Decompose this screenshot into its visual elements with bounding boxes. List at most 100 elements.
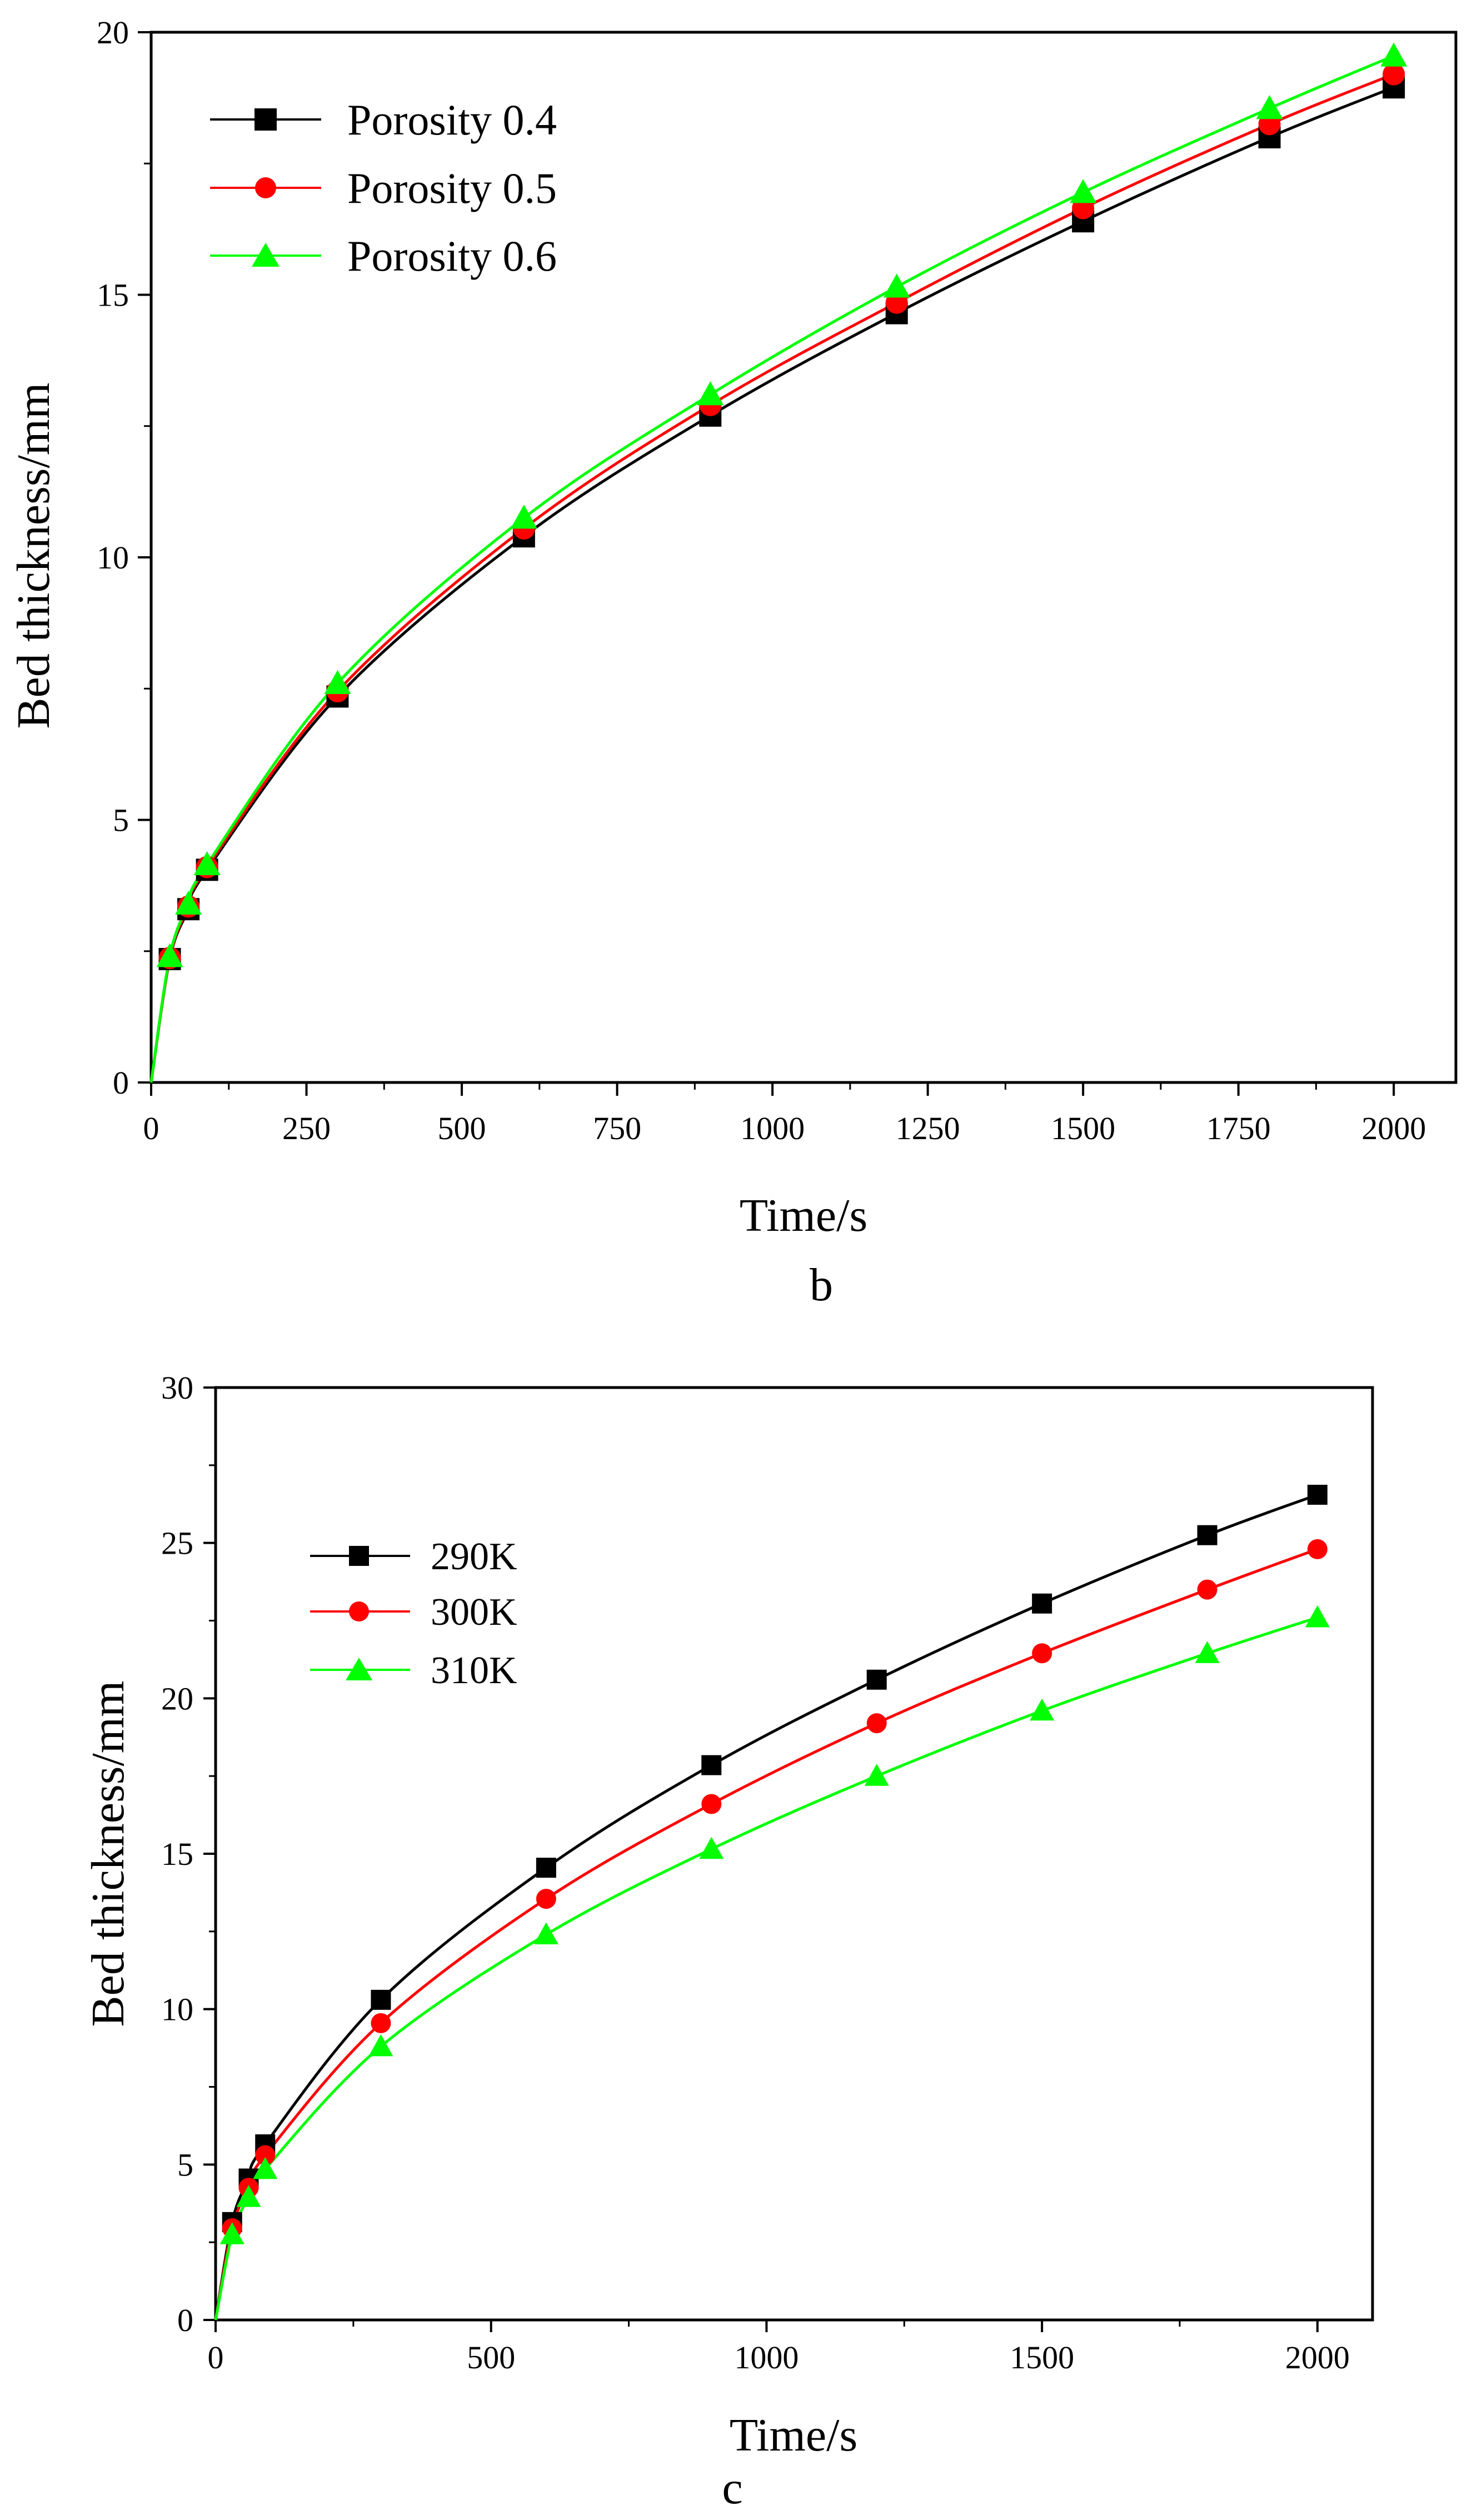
data-point-310k: [236, 2185, 261, 2207]
chart-b-ytick-label: 20: [97, 14, 129, 51]
data-point-310k: [533, 1922, 558, 1945]
chart-b-ticks: [138, 31, 1395, 1096]
data-point-290k: [1307, 1484, 1328, 1505]
data-point-porosity-0-6: [193, 851, 221, 876]
chart-c-xlabel: Time/s: [730, 2409, 857, 2461]
data-point-310k: [368, 2034, 393, 2057]
data-point-310k: [699, 1837, 724, 1859]
legend-item-310k: 310K: [310, 1649, 517, 1692]
chart-b-legend: Porosity 0.4 Porosity 0.5 Porosity 0.6: [210, 96, 557, 280]
chart-b-xtick-label: 500: [438, 1110, 486, 1146]
data-point-300k: [1307, 1539, 1328, 1559]
chart-c-xtick-label: 0: [208, 2339, 224, 2376]
series-line-porosity-0-6: [149, 54, 1395, 1083]
legend-label-porosity-06: Porosity 0.6: [347, 232, 557, 280]
data-point-310k: [253, 2157, 278, 2179]
data-point-300k: [536, 1889, 556, 1909]
legend-marker-square: [349, 1546, 369, 1566]
chart-b-xtick-label: 1750: [1206, 1110, 1271, 1146]
chart-b-xtick-label: 750: [593, 1110, 641, 1146]
data-point-porosity-0-6: [156, 943, 183, 967]
chart-c-ylabel: Bed thickness/mm: [82, 1681, 134, 2027]
legend-item-porosity-04: Porosity 0.4: [210, 96, 557, 144]
data-point-290k: [701, 1755, 722, 1775]
legend-label-310k: 310K: [431, 1649, 517, 1692]
chart-b: 0 250 500 750 1000 1250 1500 1750 2000 0 5 10 15 20 T…: [8, 14, 1458, 1311]
chart-c-panel-letter: c: [722, 2462, 742, 2514]
chart-c-xtick-label: 500: [467, 2339, 515, 2376]
chart-b-xlabel: Time/s: [740, 1190, 867, 1241]
data-point-300k: [255, 2145, 276, 2165]
legend-item-300k: 300K: [310, 1591, 517, 1634]
legend-item-porosity-06: Porosity 0.6: [210, 232, 557, 280]
legend-marker-triangle: [346, 1658, 372, 1680]
data-point-300k: [866, 1713, 887, 1734]
legend-item-290k: 290K: [310, 1535, 517, 1578]
legend-label-porosity-05: Porosity 0.5: [347, 164, 557, 212]
data-point-porosity-0-6: [697, 381, 724, 406]
series-line-porosity-0-4: [149, 86, 1395, 1083]
data-point-porosity-0-6: [883, 273, 910, 298]
chart-b-markers: [156, 42, 1408, 970]
data-point-porosity-0-6: [1380, 42, 1408, 67]
data-point-310k: [1195, 1641, 1220, 1663]
data-point-310k: [1305, 1605, 1330, 1628]
data-point-290k: [536, 1858, 556, 1878]
data-point-290k: [371, 1989, 391, 2010]
chart-c-ticks: [203, 1386, 1319, 2332]
legend-marker-triangle: [252, 243, 280, 267]
data-point-300k: [1032, 1643, 1052, 1664]
chart-c-markers: [219, 1484, 1330, 2244]
legend-item-porosity-05: Porosity 0.5: [210, 164, 557, 212]
chart-b-ytick-label: 5: [113, 802, 129, 839]
data-point-porosity-0-6: [324, 670, 351, 694]
chart-b-ylabel: Bed thickness/mm: [8, 383, 59, 729]
data-point-porosity-0-6: [175, 890, 202, 915]
chart-b-ytick-label: 0: [113, 1065, 129, 1101]
chart-c: 0 500 1000 1500 2000 0 5 10 15 20 25 30 Time/s Bed …: [82, 1370, 1374, 2514]
chart-b-xtick-label: 1500: [1051, 1110, 1115, 1146]
data-point-porosity-0-6: [510, 505, 537, 529]
series-line-310k: [214, 1616, 1318, 2321]
chart-b-panel-letter: b: [810, 1259, 833, 1311]
chart-c-ytick-label: 10: [161, 1992, 193, 2028]
series-line-290k: [214, 1493, 1318, 2321]
legend-marker-square: [255, 108, 277, 131]
data-point-300k: [371, 2013, 391, 2033]
chart-c-series-lines: [214, 1493, 1318, 2321]
chart-c-ytick-label: 5: [177, 2147, 193, 2183]
series-line-porosity-0-5: [149, 73, 1395, 1083]
chart-c-tick-labels: 0 500 1000 1500 2000 0 5 10 15 20 25 30: [161, 1370, 1350, 2376]
chart-c-ytick-label: 20: [161, 1680, 193, 1716]
data-point-290k: [866, 1669, 887, 1690]
chart-b-xtick-label: 0: [143, 1110, 159, 1146]
chart-c-xtick-label: 1000: [734, 2339, 799, 2376]
data-point-300k: [1197, 1579, 1217, 1600]
legend-label-porosity-04: Porosity 0.4: [347, 96, 557, 144]
legend-marker-circle: [255, 177, 276, 198]
data-point-porosity-0-6: [1070, 179, 1097, 203]
chart-c-ytick-label: 25: [161, 1525, 193, 1561]
chart-c-ytick-label: 15: [161, 1836, 193, 1872]
chart-c-ytick-label: 30: [161, 1370, 193, 1406]
data-point-290k: [1197, 1525, 1217, 1545]
chart-b-xtick-label: 1000: [740, 1110, 805, 1146]
chart-b-ytick-label: 10: [97, 540, 129, 576]
chart-b-xtick-label: 250: [282, 1110, 331, 1146]
data-point-porosity-0-6: [1256, 95, 1283, 119]
chart-c-xtick-label: 2000: [1285, 2339, 1350, 2376]
chart-b-xtick-label: 2000: [1361, 1110, 1426, 1146]
chart-b-ytick-label: 15: [97, 277, 129, 313]
data-point-300k: [701, 1794, 722, 1814]
data-point-310k: [219, 2222, 244, 2244]
series-line-300k: [214, 1548, 1318, 2321]
data-point-290k: [1032, 1593, 1052, 1614]
chart-b-tick-labels: 0 250 500 750 1000 1250 1500 1750 2000 0 5 10 15 20: [97, 14, 1426, 1146]
chart-b-xtick-label: 1250: [896, 1110, 960, 1146]
legend-marker-circle: [349, 1601, 369, 1621]
chart-c-legend: 290K 300K 310K: [310, 1535, 517, 1692]
data-point-porosity-0-5: [1383, 63, 1405, 86]
legend-label-290k: 290K: [431, 1535, 517, 1578]
